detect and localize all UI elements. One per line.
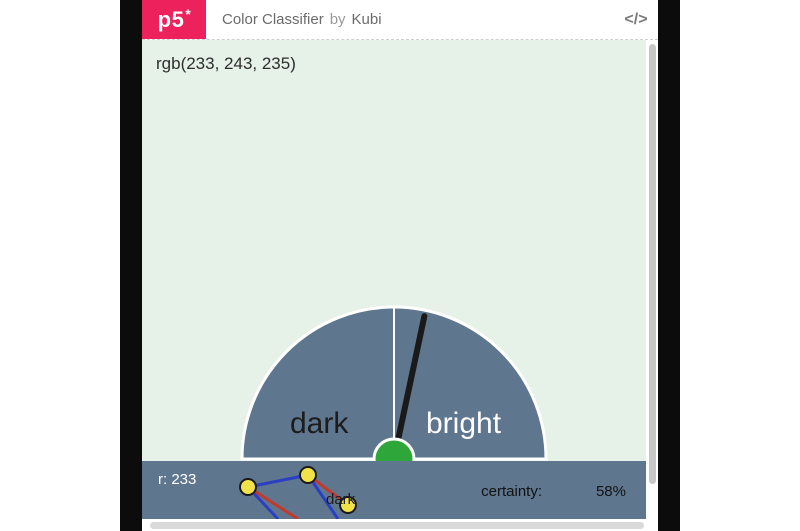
code-icon: </>	[624, 11, 647, 29]
sketch-title: Color Classifier	[222, 11, 324, 28]
scrollbar-vertical[interactable]	[649, 44, 656, 484]
p5-logo[interactable]: p5*	[142, 0, 206, 39]
gauge-label-bright: bright	[426, 407, 501, 441]
network-mini	[188, 461, 388, 519]
rgb-readout: rgb(233, 243, 235)	[156, 54, 296, 74]
by-label: by	[330, 11, 346, 28]
bottom-panel: r: 233 dark certainty: 58%	[142, 461, 646, 519]
certainty-label: certainty:	[481, 483, 542, 500]
canvas-viewport: rgb(233, 243, 235) dark bright r: 233 da…	[142, 40, 646, 519]
gauge: dark bright	[234, 299, 554, 469]
scrollbar-horizontal[interactable]	[150, 522, 644, 529]
sketch-title-wrap: Color Classifier by Kubi	[206, 0, 614, 39]
gauge-label-dark: dark	[290, 407, 348, 441]
header-bar: p5* Color Classifier by Kubi </>	[142, 0, 658, 40]
certainty-value: 58%	[596, 483, 626, 500]
logo-star: *	[185, 6, 191, 22]
logo-text: p5	[158, 7, 185, 33]
device-frame: p5* Color Classifier by Kubi </> rgb(233…	[120, 0, 680, 531]
view-code-button[interactable]: </>	[614, 0, 658, 39]
network-output-label: dark	[326, 491, 355, 508]
page-root: p5* Color Classifier by Kubi </> rgb(233…	[0, 0, 800, 531]
device-screen: p5* Color Classifier by Kubi </> rgb(233…	[142, 0, 658, 531]
p5-sketch[interactable]: rgb(233, 243, 235) dark bright r: 233 da…	[142, 40, 646, 519]
author-name[interactable]: Kubi	[352, 11, 382, 28]
